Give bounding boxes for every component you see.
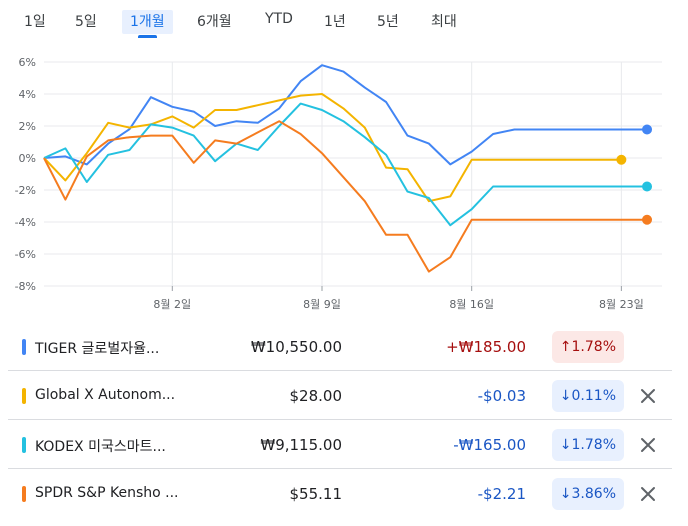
range-tabs: 1일 5일 1개월 6개월 YTD 1년 5년 최대 bbox=[0, 0, 688, 40]
comparison-row[interactable]: SPDR S&P Kensho ... $55.11 -$2.21 ↓3.86% bbox=[0, 470, 672, 518]
tab-1y[interactable]: 1년 bbox=[324, 14, 346, 30]
row-divider bbox=[8, 468, 672, 469]
percent-change-value: 1.78% bbox=[571, 339, 616, 355]
tab-1d[interactable]: 1일 bbox=[24, 14, 46, 30]
comparison-row[interactable]: TIGER 글로벌자율... ₩10,550.00 +₩185.00 ↑1.78… bbox=[0, 323, 672, 371]
arrow-icon: ↓ bbox=[559, 437, 572, 453]
comparison-row[interactable]: KODEX 미국스마트... ₩9,115.00 -₩165.00 ↓1.78% bbox=[0, 421, 672, 469]
y-tick-label: -8% bbox=[15, 280, 36, 293]
tab-1m[interactable]: 1개월 bbox=[122, 10, 173, 38]
security-price: ₩9,115.00 bbox=[260, 436, 342, 454]
security-name: SPDR S&P Kensho ... bbox=[35, 485, 179, 501]
arrow-icon: ↑ bbox=[559, 339, 572, 355]
series-end-point bbox=[616, 154, 627, 165]
series-color-swatch bbox=[22, 339, 26, 355]
percent-change-badge: ↑1.78% bbox=[551, 331, 624, 363]
close-icon[interactable] bbox=[638, 435, 658, 455]
y-tick-label: 2% bbox=[19, 120, 36, 133]
series-end-point bbox=[642, 181, 653, 192]
y-tick-label: -2% bbox=[15, 184, 36, 197]
security-price: $28.00 bbox=[289, 387, 343, 405]
tab-5y[interactable]: 5년 bbox=[377, 14, 399, 30]
y-tick-label: 6% bbox=[19, 56, 36, 69]
percent-change-value: 1.78% bbox=[571, 437, 616, 453]
comparison-row[interactable]: Global X Autonom... $28.00 -$0.03 ↓0.11% bbox=[0, 372, 672, 420]
percent-change-badge: ↓3.86% bbox=[551, 478, 624, 510]
tab-5d[interactable]: 5일 bbox=[75, 14, 97, 30]
series-end-point bbox=[642, 124, 653, 135]
percent-change-badge: ↓1.78% bbox=[551, 429, 624, 461]
comparison-line-chart: 6% 4% 2% 0% -2% -4% -6% -8% 8월 2일 8월 9일 8월 16일 8월 2… bbox=[15, 56, 662, 311]
tab-6m[interactable]: 6개월 bbox=[197, 14, 232, 30]
price-change: +₩185.00 bbox=[446, 338, 526, 356]
series-line bbox=[43, 102, 647, 227]
series-line bbox=[43, 64, 647, 166]
x-tick-label: 8월 16일 bbox=[449, 297, 494, 311]
series-line bbox=[43, 93, 622, 203]
series-end-point bbox=[642, 214, 653, 225]
security-name: KODEX 미국스마트... bbox=[35, 439, 166, 455]
series-color-swatch bbox=[22, 486, 26, 502]
tab-ytd[interactable]: YTD bbox=[265, 11, 293, 27]
y-tick-label: -6% bbox=[15, 248, 36, 261]
row-divider bbox=[8, 370, 672, 371]
security-price: ₩10,550.00 bbox=[250, 338, 342, 356]
arrow-icon: ↓ bbox=[559, 486, 572, 502]
x-tick-label: 8월 23일 bbox=[599, 297, 644, 311]
percent-change-value: 0.11% bbox=[571, 388, 616, 404]
x-tick-label: 8월 2일 bbox=[153, 297, 191, 311]
y-tick-label: 0% bbox=[19, 152, 36, 165]
series-color-swatch bbox=[22, 388, 26, 404]
close-icon[interactable] bbox=[638, 386, 658, 406]
arrow-icon: ↓ bbox=[559, 388, 572, 404]
security-name: TIGER 글로벌자율... bbox=[35, 341, 160, 357]
percent-change-badge: ↓0.11% bbox=[551, 380, 624, 412]
security-name: Global X Autonom... bbox=[35, 387, 176, 403]
percent-change-value: 3.86% bbox=[571, 486, 616, 502]
price-change: -₩165.00 bbox=[453, 436, 526, 454]
close-icon[interactable] bbox=[638, 484, 658, 504]
y-tick-label: 4% bbox=[19, 88, 36, 101]
price-change: -$2.21 bbox=[477, 485, 526, 503]
series-line bbox=[43, 120, 647, 273]
security-price: $55.11 bbox=[289, 485, 343, 503]
y-tick-label: -4% bbox=[15, 216, 36, 229]
row-divider bbox=[8, 419, 672, 420]
price-change: -$0.03 bbox=[477, 387, 526, 405]
x-tick-label: 8월 9일 bbox=[303, 297, 341, 311]
series-color-swatch bbox=[22, 437, 26, 453]
tab-max[interactable]: 최대 bbox=[431, 14, 457, 30]
